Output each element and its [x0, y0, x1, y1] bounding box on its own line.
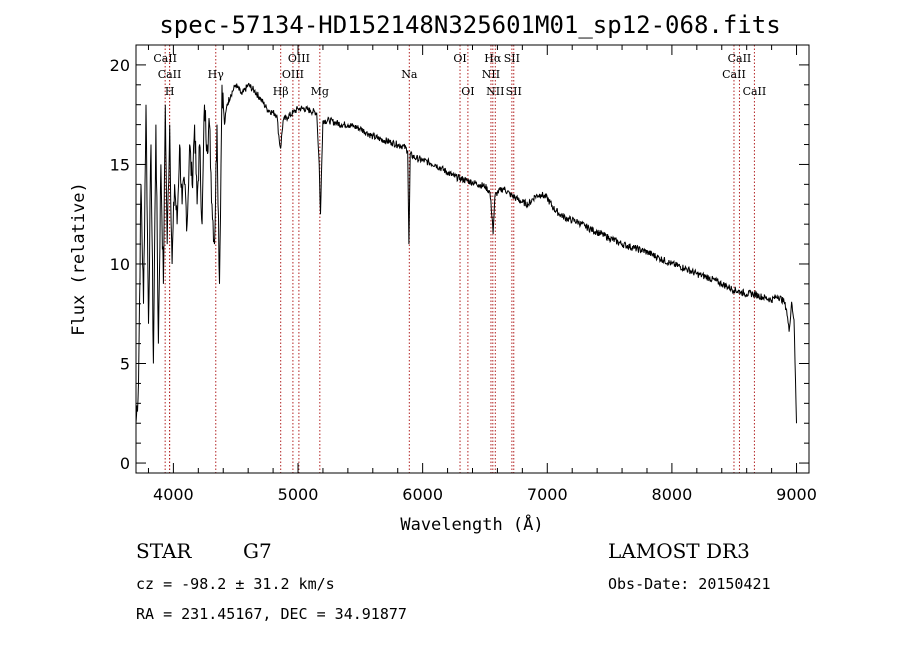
- line-marker-label-10: OI: [461, 85, 474, 98]
- line-marker-label-11: Hα: [484, 52, 502, 65]
- line-marker-label-8: Na: [401, 68, 418, 81]
- y-tick-label-0: 0: [120, 454, 130, 473]
- line-marker-label-9: OI: [453, 52, 466, 65]
- y-tick-label-2: 10: [110, 255, 130, 274]
- spectrum-series-line: [135, 82, 797, 424]
- x-tick-label-2: 6000: [402, 485, 443, 504]
- line-marker-label-14: SII: [504, 52, 520, 65]
- x-tick-label-5: 9000: [776, 485, 817, 504]
- line-markers: [164, 45, 755, 473]
- line-marker-label-18: CaII: [743, 85, 767, 98]
- y-tick-label-3: 15: [110, 155, 130, 174]
- velocity-readout: cz = -98.2 ± 31.2 km/s: [136, 575, 335, 593]
- object-class: STAR: [136, 539, 192, 563]
- x-axis-label: Wavelength (Å): [400, 513, 543, 535]
- line-marker-label-3: Hγ: [208, 68, 225, 81]
- x-tick-label-3: 7000: [527, 485, 568, 504]
- y-tick-label-1: 5: [120, 355, 130, 374]
- line-marker-label-7: Mg: [311, 85, 329, 98]
- line-marker-label-1: CaII: [158, 68, 182, 81]
- spectral-subclass: G7: [243, 539, 272, 563]
- x-tick-label-4: 8000: [652, 485, 693, 504]
- line-marker-label-15: SII: [506, 85, 522, 98]
- survey-name: LAMOST DR3: [608, 539, 750, 563]
- line-marker-label-13: NII: [486, 85, 504, 98]
- line-marker-label-12: NII: [482, 68, 500, 81]
- line-marker-labels: CaIICaIIHHγHβOIIIOIIIMgNaOIOIHαNIINIISII…: [153, 52, 766, 98]
- y-axis-label: Flux (relative): [69, 182, 89, 336]
- line-marker-label-5: OIII: [282, 68, 304, 81]
- x-axis: 4000 5000 6000 7000 8000 9000: [147, 45, 817, 504]
- chart-title: spec-57134-HD152148N325601M01_sp12-068.f…: [159, 11, 780, 39]
- line-marker-label-6: OIII: [288, 52, 310, 65]
- y-tick-label-4: 20: [110, 56, 130, 75]
- observation-date: Obs-Date: 20150421: [608, 575, 771, 593]
- line-marker-label-4: Hβ: [273, 85, 289, 98]
- line-marker-label-2: H: [165, 85, 175, 98]
- x-tick-label-1: 5000: [278, 485, 319, 504]
- line-marker-label-0: CaII: [153, 52, 177, 65]
- line-marker-label-16: CaII: [722, 68, 746, 81]
- coordinates-readout: RA = 231.45167, DEC = 34.91877: [136, 605, 407, 623]
- x-tick-label-0: 4000: [153, 485, 194, 504]
- y-axis: 0 5 10 15 20: [110, 56, 809, 473]
- plot-frame: [135, 44, 810, 474]
- line-marker-label-17: CaII: [728, 52, 752, 65]
